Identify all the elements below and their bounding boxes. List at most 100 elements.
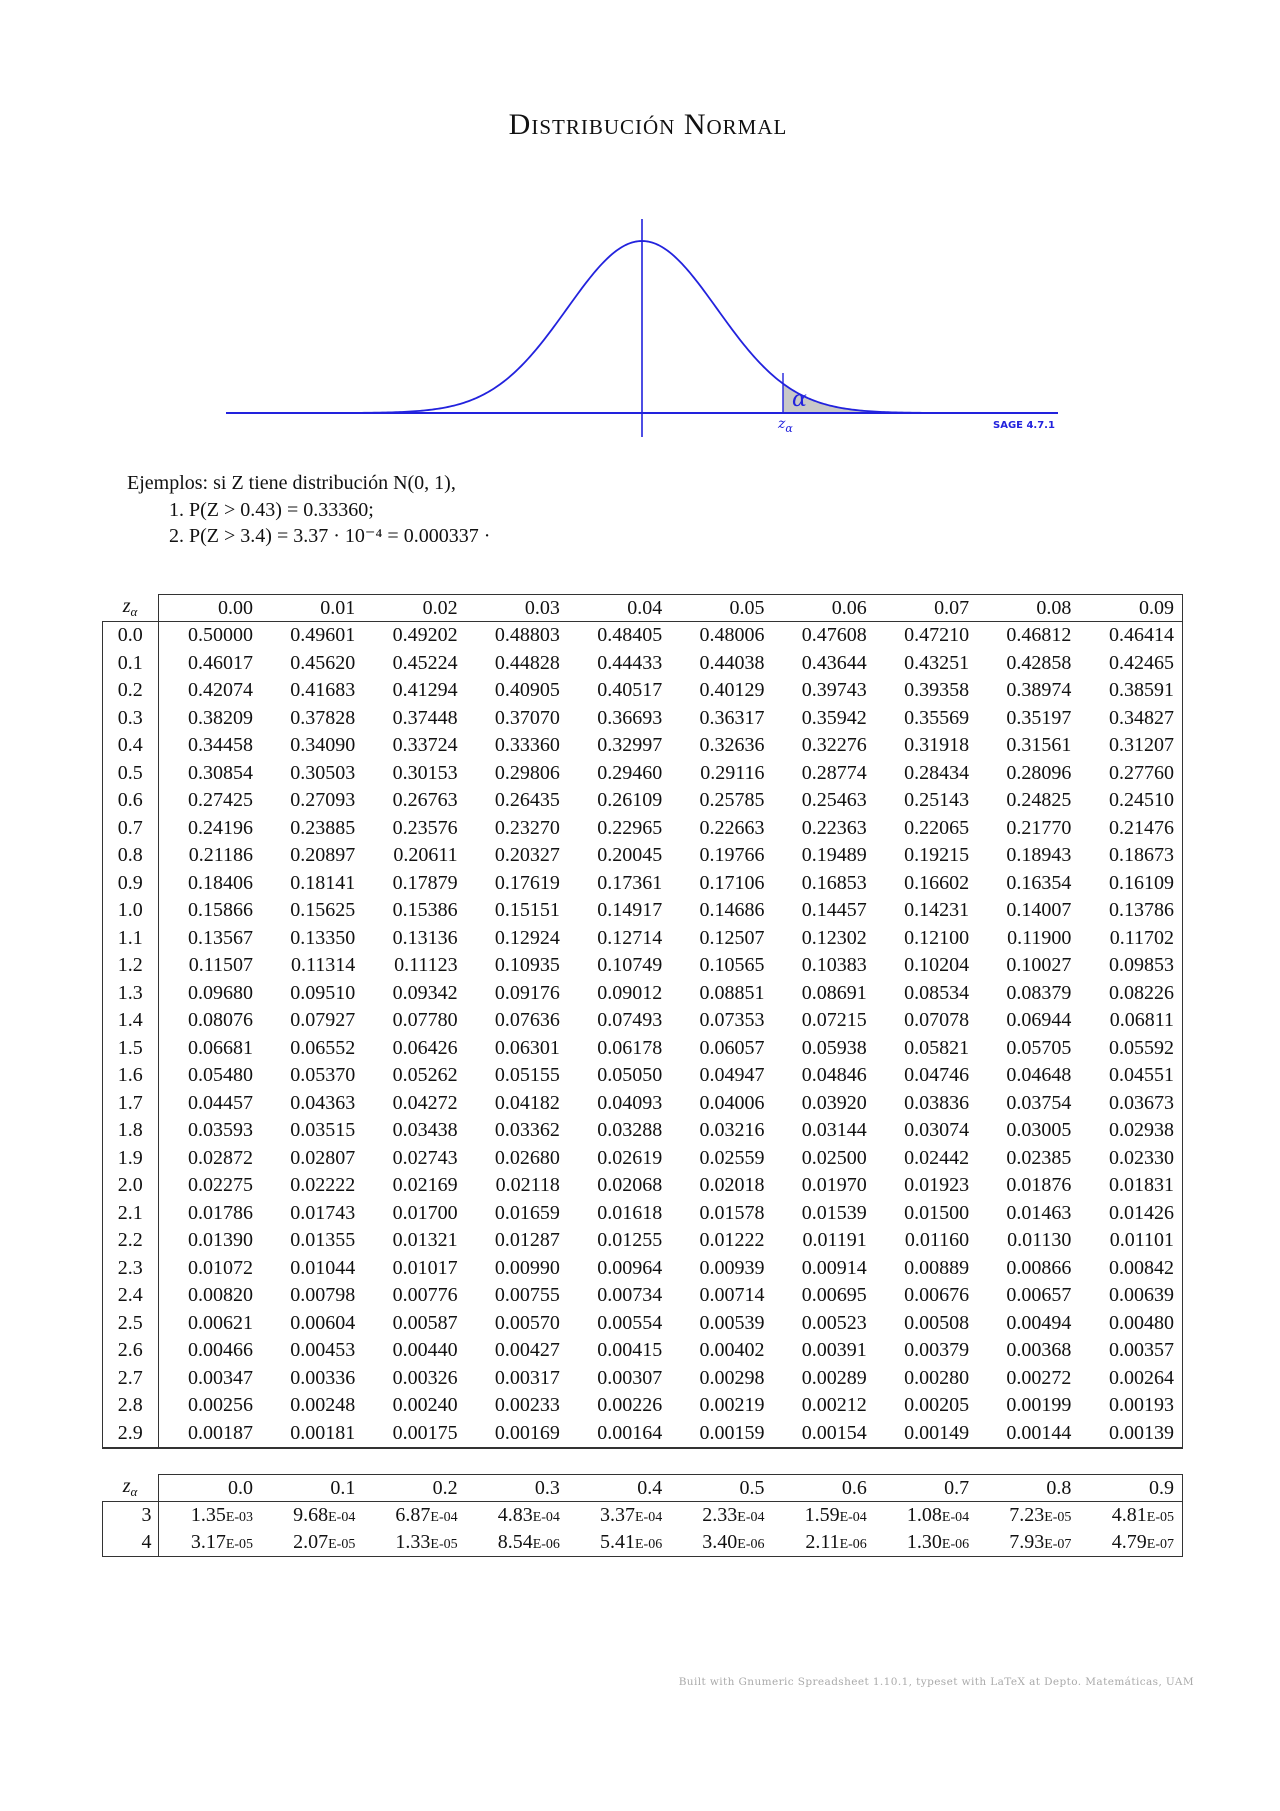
table-cell: 0.00604: [290, 1311, 356, 1334]
table-cell: 0.10204: [904, 954, 970, 977]
table-cell: 0.22363: [801, 816, 867, 839]
table-cell: 0.46812: [1006, 624, 1072, 647]
example-1: 1. P(Z > 0.43) = 0.33360;: [169, 498, 374, 521]
table-cell: 0.38974: [1006, 679, 1072, 702]
mantissa: 3.40: [702, 1531, 738, 1553]
table-cell: 0.42074: [188, 679, 253, 702]
table-cell: 0.01618: [597, 1201, 663, 1224]
table-cell: 8.54E-06: [465, 1529, 568, 1557]
table-cell: 0.16853: [801, 871, 867, 894]
table-cell: 0.00798: [290, 1284, 356, 1307]
table-cell: 0.03288: [597, 1119, 663, 1142]
table-cell: 0.46017: [188, 651, 253, 674]
table-cell: 0.04457: [188, 1091, 253, 1114]
table-cell: 0.00889: [904, 1256, 970, 1279]
table-cell: 0.10749: [597, 954, 663, 977]
table-cell: 0.02559: [699, 1146, 765, 1169]
table-cell: 0.45620: [290, 651, 356, 674]
table-cell: 0.05370: [290, 1064, 356, 1087]
table-cell: 0.48405: [597, 624, 663, 647]
table-cell: 0.12714: [597, 926, 663, 949]
exponent: E-05: [1044, 1510, 1072, 1525]
column-header: 0.02: [363, 594, 466, 622]
table-cell: 0.07636: [494, 1009, 560, 1032]
table-cell: 0.14917: [597, 899, 663, 922]
exponent: E-04: [941, 1510, 970, 1525]
mantissa: 9.68: [293, 1504, 329, 1526]
exponent: E-04: [430, 1510, 458, 1525]
column-header: 0.6: [772, 1474, 875, 1502]
table-cell: 0.08379: [1006, 981, 1072, 1004]
table-cell: 0.01355: [290, 1229, 356, 1252]
table-cell: 0.17361: [597, 871, 663, 894]
table-cell: 0.00226: [597, 1394, 663, 1417]
row-label: 2.4: [102, 1282, 159, 1310]
table-cell: 4.81E-05: [1079, 1501, 1184, 1529]
table-cell: 0.01426: [1079, 1199, 1184, 1227]
column-header: 0.9: [1079, 1474, 1184, 1502]
mantissa: 7.23: [1009, 1504, 1045, 1526]
table-cell: 0.11123: [394, 954, 458, 977]
column-header: 0.03: [465, 594, 568, 622]
row-label: 0.4: [102, 732, 159, 760]
table-cell: 3.40E-06: [670, 1529, 773, 1557]
table-cell: 0.49601: [290, 624, 356, 647]
table-cell: 4.83E-04: [466, 1502, 568, 1530]
row-label: 1.0: [102, 897, 159, 925]
table-cell: 0.26435: [494, 789, 560, 812]
table-cell: 0.02222: [290, 1174, 356, 1197]
table-cell: 0.05050: [597, 1064, 663, 1087]
table-cell: 0.13136: [392, 926, 458, 949]
table-cell: 0.00842: [1079, 1254, 1184, 1282]
table-cell: 0.00391: [801, 1339, 867, 1362]
table-row: 2.9 0.00187 0.00181 0.00175 0.00169 0.00164 0.…: [102, 1419, 1184, 1449]
table-cell: 0.12302: [801, 926, 867, 949]
table-cell: 7.23E-05: [977, 1502, 1079, 1530]
row-label: 1.7: [102, 1089, 159, 1117]
row-label: 0.1: [102, 649, 159, 677]
row-label: 2.3: [102, 1254, 159, 1282]
table-cell: 0.01160: [904, 1229, 970, 1252]
table-cell: 0.00193: [1079, 1392, 1184, 1420]
table-cell: 0.02275: [188, 1174, 253, 1197]
mantissa: 4.81: [1111, 1504, 1147, 1526]
table-cell: 0.30153: [392, 761, 458, 784]
table-cell: 0.01786: [188, 1201, 253, 1224]
table-cell: 0.12924: [494, 926, 560, 949]
table-row: 2.1 0.01786 0.01743 0.01700 0.01659 0.01618 0.…: [102, 1199, 1184, 1227]
table-cell: 0.01255: [597, 1229, 663, 1252]
table-cell: 0.02018: [699, 1174, 765, 1197]
table-cell: 0.00964: [597, 1256, 663, 1279]
table-cell: 0.05155: [494, 1064, 560, 1087]
table-cell: 0.11507: [188, 954, 253, 977]
row-label: 1.3: [102, 979, 159, 1007]
table-row: 0.1 0.46017 0.45620 0.45224 0.44828 0.44433 0.…: [102, 649, 1184, 677]
table-cell: 0.02872: [188, 1146, 253, 1169]
table-cell: 0.00175: [363, 1419, 466, 1449]
table-cell: 0.00427: [494, 1339, 560, 1362]
table-cell: 0.00264: [1079, 1364, 1184, 1392]
table-cell: 0.09853: [1079, 952, 1184, 980]
table-cell: 0.10935: [494, 954, 560, 977]
table-cell: 0.35942: [801, 706, 867, 729]
table-cell: 0.35569: [904, 706, 970, 729]
exponent: E-03: [225, 1510, 254, 1525]
table-cell: 0.06811: [1079, 1007, 1184, 1035]
column-header: 0.4: [567, 1474, 671, 1502]
table-cell: 0.00379: [904, 1339, 970, 1362]
mantissa: 3.17: [190, 1531, 226, 1553]
table-cell: 0.19766: [699, 844, 765, 867]
row-label: 2.5: [102, 1309, 159, 1337]
table-cell: 9.68E-04: [261, 1502, 363, 1530]
row-label: 1.5: [102, 1034, 159, 1062]
table-cell: 0.22965: [597, 816, 663, 839]
table-cell: 0.40517: [597, 679, 663, 702]
table-cell: 0.08691: [801, 981, 867, 1004]
table-cell: 0.32997: [597, 734, 663, 757]
table-cell: 0.02169: [392, 1174, 458, 1197]
table-cell: 0.20327: [494, 844, 560, 867]
table-row: 1.6 0.05480 0.05370 0.05262 0.05155 0.05050 0.…: [102, 1062, 1184, 1090]
table-cell: 0.14686: [699, 899, 765, 922]
table-cell: 0.02680: [494, 1146, 560, 1169]
row-label: 1.8: [102, 1117, 159, 1145]
